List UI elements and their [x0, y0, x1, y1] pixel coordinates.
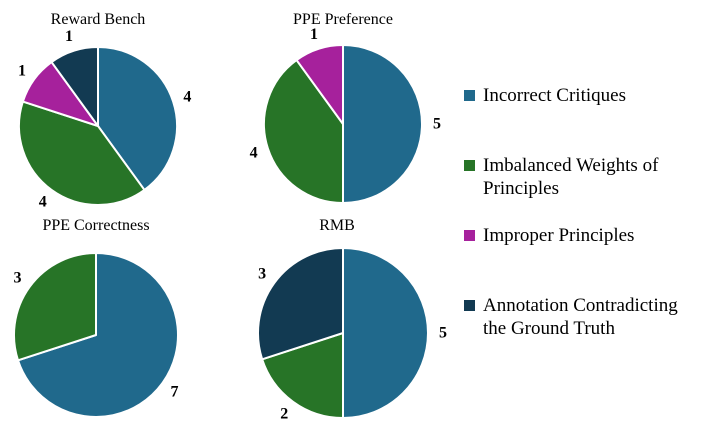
pie-rmb: 5 2 3 — [257, 247, 447, 421]
pie-slice-incorrect-critiques — [97, 46, 178, 191]
pie-value-label: 7 — [170, 384, 178, 401]
legend-label: Improper Principles — [483, 225, 635, 246]
pie-reward-bench: 4 4 1 1 — [18, 28, 191, 210]
chart-title-ppe-preference: PPE Preference — [293, 11, 393, 28]
pie-slice-incorrect-critiques — [17, 252, 179, 418]
pie-slice-imbalanced-weights-of-principles — [13, 252, 97, 362]
legend-label: Annotation Contradicting the Ground Trut… — [483, 295, 678, 339]
pie-slice-annotation-contradicting-the-ground-truth — [50, 46, 99, 127]
legend: Incorrect Critiques Imbalanced Weights o… — [464, 84, 698, 340]
legend-label: Imbalanced Weights of Principles — [483, 155, 659, 199]
pie-value-label: 1 — [310, 26, 318, 43]
pie-value-label: 4 — [39, 194, 47, 211]
chart-title-rmb: RMB — [319, 217, 355, 234]
pie-slice-incorrect-critiques — [342, 44, 423, 204]
legend-item-incorrect-critiques: Incorrect Critiques — [464, 84, 698, 154]
legend-swatch-improper-principles — [464, 230, 475, 241]
pie-ppe-correctness: 73 — [13, 252, 179, 418]
legend-label: Incorrect Critiques — [483, 85, 626, 106]
pie-ppe-preference: 5 4 1 — [250, 26, 441, 204]
pie-slice-imbalanced-weights-of-principles — [261, 332, 344, 419]
legend-swatch-incorrect-critiques — [464, 90, 475, 101]
legend-item-improper-principles: Improper Principles — [464, 224, 698, 294]
pie-value-label: 5 — [439, 325, 447, 342]
pie-slice-annotation-contradicting-the-ground-truth — [257, 247, 344, 361]
legend-item-annotation-contradicting: Annotation Contradicting the Ground Trut… — [464, 294, 698, 340]
pie-value-label: 4 — [183, 88, 191, 105]
chart-title-reward-bench: Reward Bench — [50, 11, 146, 28]
legend-item-imbalanced-weights: Imbalanced Weights of Principles — [464, 154, 698, 224]
chart-title-ppe-correctness: PPE Correctness — [42, 217, 150, 234]
pie-slice-imbalanced-weights-of-principles — [18, 100, 146, 206]
pie-slice-imbalanced-weights-of-principles — [263, 59, 344, 204]
legend-swatch-imbalanced-weights — [464, 160, 475, 171]
pie-value-label: 3 — [14, 269, 22, 286]
legend-swatch-annotation-contradicting — [464, 300, 475, 311]
pie-value-label: 1 — [65, 28, 73, 45]
pie-value-label: 2 — [280, 405, 288, 421]
pie-value-label: 1 — [18, 62, 26, 79]
pie-slice-improper-principles — [295, 44, 344, 125]
pie-slice-incorrect-critiques — [342, 247, 429, 419]
pie-value-label: 4 — [250, 145, 258, 162]
pie-value-label: 3 — [258, 266, 266, 283]
pie-value-label: 5 — [433, 116, 441, 133]
